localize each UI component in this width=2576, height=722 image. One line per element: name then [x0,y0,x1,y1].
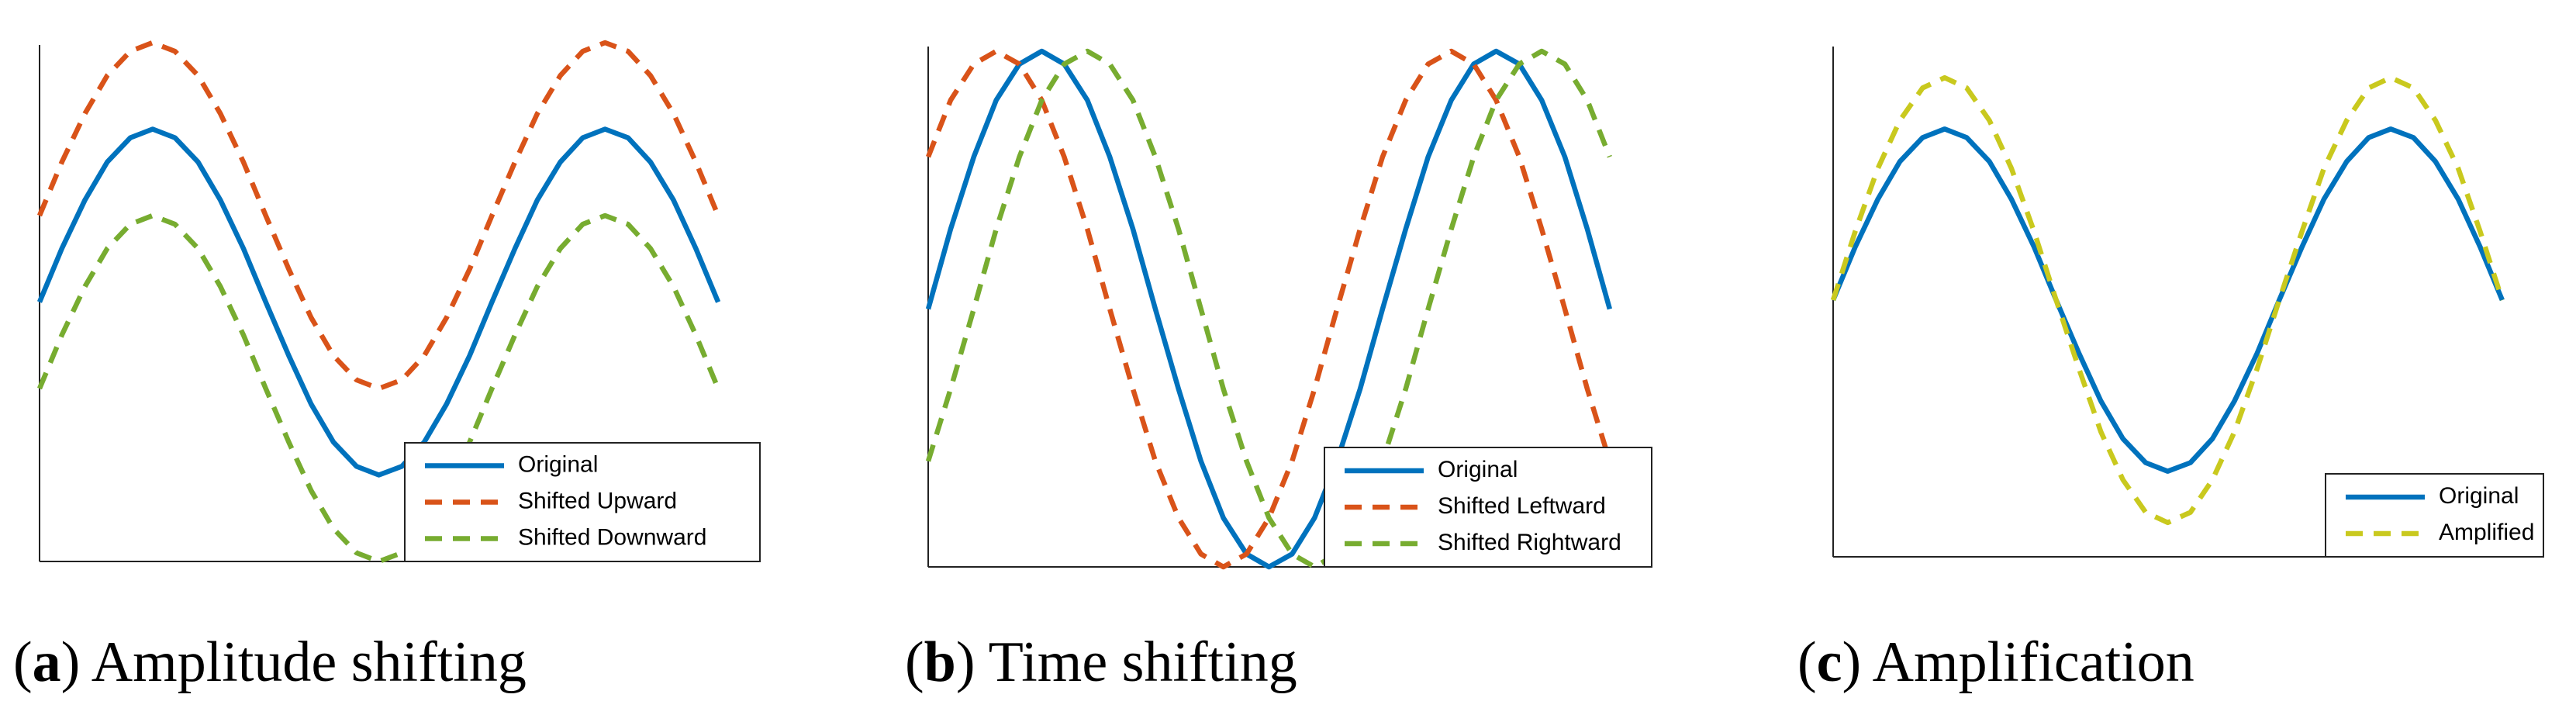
series-line [925,48,1613,570]
caption-part: ) Amplitude shifting [61,630,527,694]
legend: Original Amplified [2325,473,2544,558]
legend-label: Shifted Downward [518,524,706,550]
legend-box [404,442,761,562]
legend-box [2325,473,2544,558]
series-line [1830,126,2505,474]
caption-part: b [924,630,956,694]
caption-part: ( [13,630,33,694]
caption-part: ( [905,630,924,694]
legend: Original Shifted Leftward Shifted Rightwar… [1324,447,1652,568]
caption-part: c [1817,630,1842,694]
legend-label: Original [2439,483,2519,509]
series-line [36,212,721,565]
legend-label: Original [518,451,598,477]
series-line [36,40,721,392]
series-line [925,48,1612,570]
series-line [1830,74,2505,526]
legend-label: Amplified [2439,520,2534,545]
caption: (a) Amplitude shifting [13,630,527,694]
legend-label: Shifted Upward [518,488,677,513]
caption-part: a [33,630,61,694]
series-line [36,126,721,478]
legend-label: Original [1438,457,1518,482]
caption-part: ( [1797,630,1817,694]
caption: (c) Amplification [1797,630,2194,694]
legend-label: Shifted Leftward [1438,493,1606,519]
legend: Original Shifted Upward Shifted Downward [404,442,761,562]
caption: (b) Time shifting [905,630,1297,694]
legend-label: Shifted Rightward [1438,530,1621,555]
caption-part: ) Time shifting [956,630,1297,694]
caption-part: ) Amplification [1842,630,2194,694]
